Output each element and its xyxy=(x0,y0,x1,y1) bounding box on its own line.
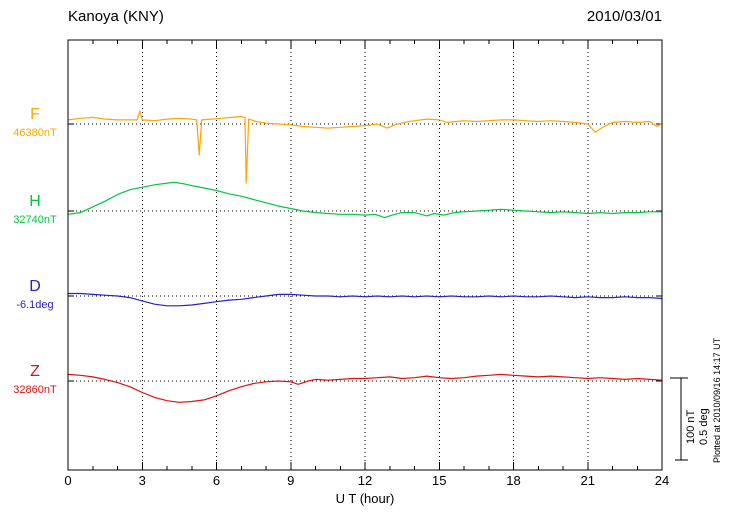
x-tick-label: 18 xyxy=(506,473,521,488)
series-name: F xyxy=(30,106,40,123)
series-name: Z xyxy=(30,363,40,380)
series-name: H xyxy=(29,193,41,210)
series-label-z: Z 32860nT xyxy=(6,362,64,398)
f-trace xyxy=(67,110,663,184)
series-name: D xyxy=(29,278,41,295)
x-tick-label: 6 xyxy=(212,473,221,488)
plot-border xyxy=(67,39,663,471)
scale-bar-deg-label: 0.5 deg xyxy=(698,408,710,446)
series-baseline-value: 46380nT xyxy=(13,127,57,139)
x-tick-label: 15 xyxy=(432,473,447,488)
series-label-f: F 46380nT xyxy=(6,105,64,141)
x-tick-label: 24 xyxy=(654,473,670,488)
d-trace xyxy=(68,292,663,307)
x-tick-label: 9 xyxy=(287,473,295,488)
z-trace xyxy=(67,373,663,403)
series-baseline-value: -6.1deg xyxy=(16,299,54,311)
plot-date: 2010/03/01 xyxy=(586,8,662,25)
x-tick-label: 21 xyxy=(580,473,595,488)
x-tick-label: 12 xyxy=(357,473,373,488)
h-trace xyxy=(67,181,662,219)
x-axis-label: U T (hour) xyxy=(335,491,395,506)
scale-bar-nt-label: 100 nT xyxy=(685,409,697,445)
x-tick-label: 3 xyxy=(138,473,146,488)
series-label-d: D -6.1deg xyxy=(6,277,64,313)
series-baseline-value: 32740nT xyxy=(13,214,57,226)
station-title: Kanoya (KNY) xyxy=(68,8,164,25)
x-tick-label: 0 xyxy=(64,473,72,488)
series-baseline-value: 32860nT xyxy=(13,384,57,396)
series-label-h: H 32740nT xyxy=(6,192,64,228)
plotted-at-note: Plotted at 2010/09/16 14:17 UT xyxy=(712,337,722,463)
